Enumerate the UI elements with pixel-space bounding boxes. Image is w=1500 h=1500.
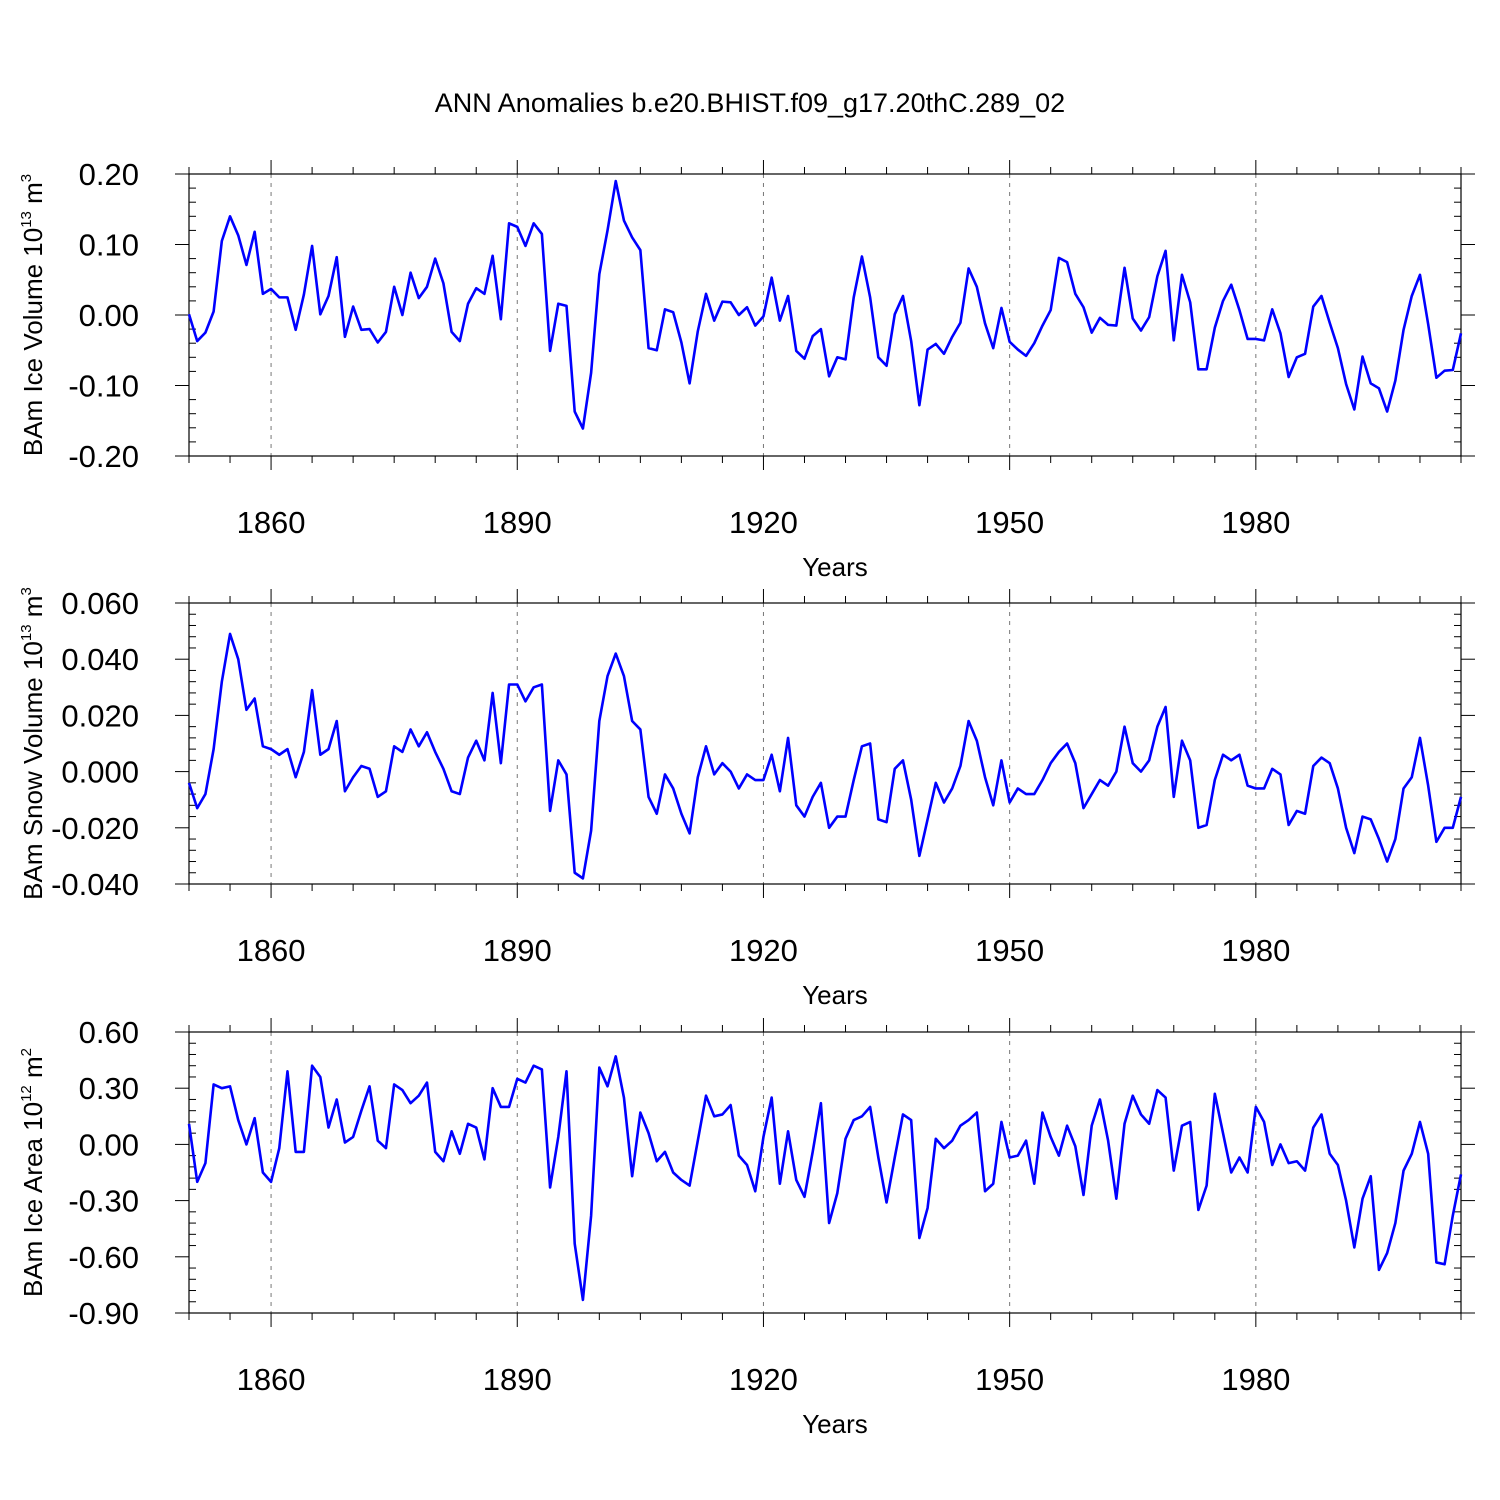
y-tick-label: 0.30: [79, 1071, 139, 1106]
x-tick-label: 1860: [237, 1362, 306, 1397]
y-axis-title-unit: m: [18, 1056, 48, 1085]
series-line-ice-volume: [187, 179, 1463, 430]
x-tick-label: 1920: [729, 933, 798, 968]
series-line-snow-volume: [187, 632, 1463, 880]
chart-title: ANN Anomalies b.e20.BHIST.f09_g17.20thC.…: [435, 88, 1065, 118]
y-axis-title-main: BAm Ice Area 10: [18, 1102, 48, 1297]
y-tick-label: -0.30: [68, 1184, 139, 1219]
x-tick-label: 1980: [1221, 933, 1290, 968]
series-line-ice-area: [187, 1055, 1463, 1302]
y-tick-label: -0.90: [68, 1296, 139, 1331]
x-tick-label: 1950: [975, 933, 1044, 968]
x-axis-title: Years: [802, 552, 868, 582]
x-tick-label: 1920: [729, 505, 798, 540]
y-tick-label: 0.00: [79, 1127, 139, 1162]
panel-snow-volume: 0.060 0.040 0.020 0.000 -0.020 -0.040 1860 1890…: [18, 586, 1475, 1010]
x-axis-title: Years: [802, 980, 868, 1010]
y-tick-label: 0.10: [79, 228, 139, 263]
y-tick-label: 0.020: [61, 698, 139, 733]
y-tick-label: 0.000: [61, 755, 139, 790]
y-tick-label: 0.040: [61, 642, 139, 677]
panel-ice-volume: 0.20 0.10 0.00 -0.10 -0.20 1860 1890 1920 1950 19…: [18, 157, 1475, 582]
x-tick-label: 1890: [483, 1362, 552, 1397]
y-tick-label: 0.060: [61, 586, 139, 621]
x-tick-label: 1980: [1221, 505, 1290, 540]
y-axis-title-unit-exponent: 2: [18, 1048, 35, 1056]
y-axis-title-unit: m: [18, 596, 48, 625]
x-tick-label: 1950: [975, 505, 1044, 540]
y-axis-title: BAm Ice Area 1012 m2: [18, 1048, 48, 1297]
y-axis-title: BAm Ice Volume 1013 m3: [18, 174, 48, 456]
y-axis-title: BAm Snow Volume 1013 m3: [18, 587, 48, 900]
y-tick-label: 0.60: [79, 1015, 139, 1050]
plot-frame: [188, 602, 1462, 885]
x-tick-label: 1890: [483, 933, 552, 968]
plot-frame: [188, 1031, 1462, 1314]
x-tick-label: 1980: [1221, 1362, 1290, 1397]
x-tick-label: 1890: [483, 505, 552, 540]
y-axis-title-exponent: 12: [18, 1085, 35, 1102]
y-axis-title-unit-exponent: 3: [18, 174, 35, 182]
x-tick-label: 1920: [729, 1362, 798, 1397]
y-tick-label: -0.10: [68, 369, 139, 404]
y-axis-title-main: BAm Snow Volume 10: [18, 641, 48, 900]
y-tick-label: 0.00: [79, 298, 139, 333]
x-tick-label: 1860: [237, 933, 306, 968]
panel-ice-area: 0.60 0.30 0.00 -0.30 -0.60 -0.90 1860 1890 1920 1…: [18, 1015, 1475, 1439]
y-axis-title-unit-exponent: 3: [18, 587, 35, 595]
y-tick-label: -0.20: [68, 439, 139, 474]
x-tick-label: 1950: [975, 1362, 1044, 1397]
y-axis-title-exponent: 13: [18, 211, 35, 228]
y-axis-title-main: BAm Ice Volume 10: [18, 228, 48, 456]
y-tick-label: -0.60: [68, 1240, 139, 1275]
y-axis-title-unit: m: [18, 182, 48, 211]
y-tick-label: 0.20: [79, 157, 139, 192]
x-axis-title: Years: [802, 1409, 868, 1439]
y-tick-label: -0.040: [51, 867, 139, 902]
y-axis-title-exponent: 13: [18, 624, 35, 641]
y-tick-label: -0.020: [51, 811, 139, 846]
x-tick-label: 1860: [237, 505, 306, 540]
